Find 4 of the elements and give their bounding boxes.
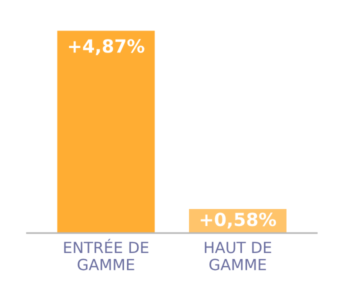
data-label: +0,58% <box>200 212 276 229</box>
x-tick-label: ENTRÉE DE GAMME <box>64 238 148 270</box>
data-label: +4,87% <box>69 39 144 56</box>
x-tick-label: HAUT DE GAMME <box>204 242 272 270</box>
